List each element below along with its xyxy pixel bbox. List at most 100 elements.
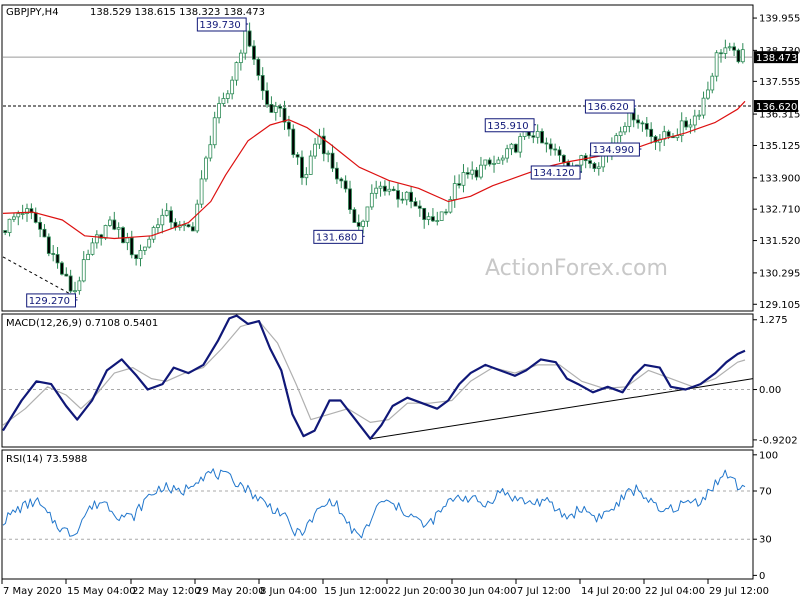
annotation-label: 134.120	[533, 168, 574, 179]
candle-body	[513, 143, 518, 153]
candle-body	[356, 222, 361, 227]
candle-body	[483, 159, 488, 166]
candle-body	[46, 236, 51, 254]
x-axis-tick-label: 22 May 12:00	[132, 586, 201, 597]
candle-body	[479, 164, 483, 178]
rsi-axis-tick-label: 100	[759, 450, 778, 461]
price-axis-tick-label: 131.520	[759, 236, 800, 247]
candle-body	[186, 224, 191, 228]
candle-body	[461, 172, 466, 186]
candle-body	[714, 52, 719, 77]
level-price-box	[754, 100, 798, 113]
price-axis-tick-label: 135.125	[759, 141, 800, 152]
candle-body	[561, 154, 566, 163]
candle-body	[343, 180, 348, 190]
annotation-box	[196, 17, 247, 32]
candle-body	[86, 253, 91, 261]
candle-body	[688, 124, 693, 128]
candle-body	[679, 120, 684, 136]
macd-axis-tick-label: 1.275	[759, 315, 788, 326]
candle-body	[400, 198, 405, 201]
candle-body	[457, 183, 462, 186]
annotation-label: 134.990	[593, 145, 634, 156]
x-axis-tick-label: 14 Jul 20:00	[581, 586, 641, 597]
candle-body	[369, 192, 374, 208]
candle-body	[81, 259, 86, 282]
candle-body	[444, 211, 448, 214]
x-axis-tick-label: 30 Jun 04:00	[453, 586, 517, 597]
candle-body	[273, 105, 278, 113]
candle-body	[260, 75, 265, 92]
candle-body	[697, 114, 702, 117]
candle-body	[636, 119, 640, 124]
candle-body	[692, 115, 697, 126]
candle-body	[212, 117, 217, 146]
rsi-axis-tick-label: 0	[759, 571, 765, 582]
candle-body	[243, 30, 248, 54]
candle-body	[164, 210, 169, 216]
candle-body	[195, 203, 200, 232]
annotation-label: 139.730	[199, 20, 240, 31]
candle-body	[396, 190, 400, 200]
candle-body	[3, 230, 8, 233]
candle-body	[518, 136, 523, 153]
candle-body	[247, 30, 252, 47]
candle-body	[230, 79, 235, 95]
candle-body	[465, 172, 470, 175]
candle-body	[540, 131, 544, 144]
candle-body	[313, 143, 317, 157]
candle-body	[553, 148, 558, 151]
candle-body	[496, 159, 501, 164]
candle-body	[125, 237, 130, 244]
candle-body	[234, 62, 239, 81]
candle-body	[548, 143, 553, 150]
candle-body	[439, 211, 444, 221]
annotation-box	[584, 99, 635, 114]
annotation-box	[313, 229, 364, 244]
rsi-header: RSI(14) 73.5988	[6, 454, 87, 465]
annotation-label: 135.910	[487, 121, 528, 132]
rsi-line	[2, 468, 746, 539]
candle-body	[68, 275, 73, 292]
candle-body	[278, 105, 283, 109]
annotation-box	[484, 118, 535, 133]
candle-body	[38, 221, 42, 230]
candle-body	[509, 143, 514, 150]
current-price-label: 138.473	[756, 53, 797, 64]
candle-body	[295, 154, 300, 158]
candle-body	[334, 167, 339, 180]
candle-body	[505, 148, 510, 159]
candle-body	[644, 123, 649, 130]
candle-body	[361, 220, 365, 227]
candle-body	[740, 49, 745, 63]
candle-body	[51, 253, 56, 255]
candle-body	[64, 273, 69, 277]
level-price-label: 136.620	[756, 102, 797, 113]
macd-axis-tick-label: 0.00	[759, 385, 781, 396]
candle-body	[422, 207, 427, 220]
candle-body	[256, 58, 261, 76]
candle-body	[99, 234, 104, 239]
candle-body	[378, 185, 383, 189]
candle-body	[723, 47, 728, 54]
candle-body	[701, 97, 706, 116]
candle-body	[160, 214, 165, 226]
candle-body	[649, 128, 654, 137]
annotation-box	[590, 142, 640, 157]
candle-body	[217, 103, 221, 119]
candle-body	[326, 152, 331, 155]
candle-body	[383, 185, 387, 192]
candle-body	[151, 227, 156, 240]
macd-line	[2, 314, 746, 440]
x-axis-tick-label: 15 Jun 12:00	[324, 586, 388, 597]
candle-body	[94, 234, 99, 244]
price-axis-tick-label: 132.710	[759, 205, 800, 216]
candle-body	[404, 191, 409, 201]
candle-body	[736, 49, 741, 63]
candle-body	[653, 136, 658, 143]
candle-body	[623, 125, 627, 133]
chart-marks: 139.955138.730137.555136.315135.125133.9…	[1, 14, 800, 597]
candle-body	[12, 216, 16, 220]
candle-body	[282, 107, 287, 123]
